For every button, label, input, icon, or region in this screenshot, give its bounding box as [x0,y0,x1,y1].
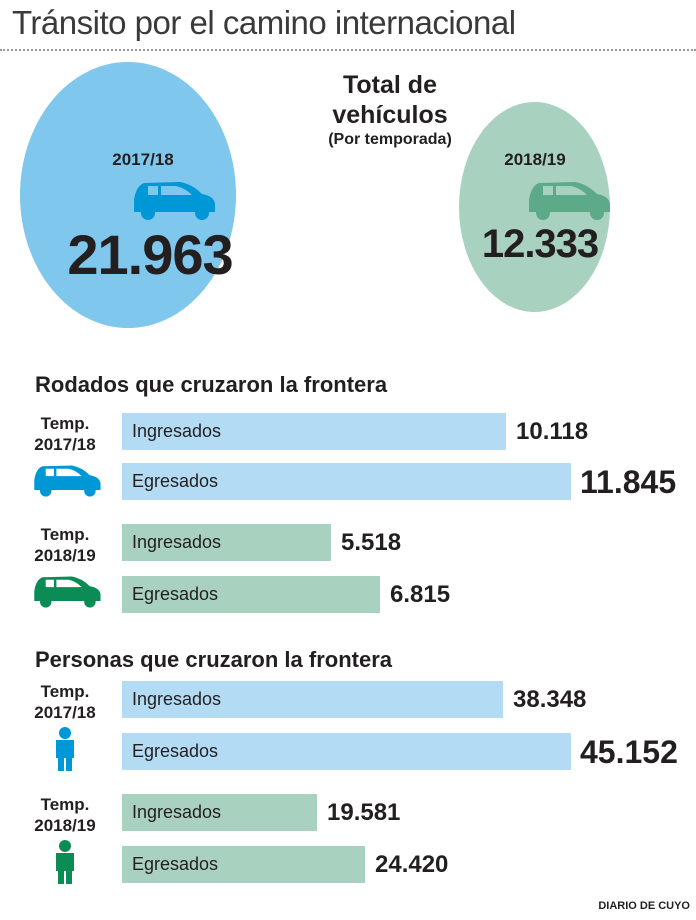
car-icon [529,182,610,220]
group-label-season: 2018/19 [34,816,96,835]
bar-value-label: 19.581 [327,799,401,826]
car-icon [31,574,103,615]
dotted-divider [0,49,696,51]
car-icon [134,182,215,220]
bar-value-label: 10.118 [516,418,589,445]
bar-category-label: Ingresados [132,532,222,552]
section-title-vehicles: Rodados que cruzaron la frontera [35,372,388,397]
bar-value-label: 45.152 [580,734,678,770]
group-label: Temp. 2018/19 [10,794,120,836]
bar: Egresados [122,846,365,883]
group-label: Temp. 2017/18 [10,413,120,455]
group-label-season: 2018/19 [34,546,96,565]
bar-category-label: Egresados [132,741,219,761]
totals-heading-main: Total de vehículos [332,71,448,129]
bar: Egresados [122,733,571,770]
totals-heading: Total de vehículos (Por temporada) [320,70,460,150]
bar: Egresados [122,463,571,500]
person-icon [54,840,76,889]
bar: Ingresados [122,524,331,561]
bar: Egresados [122,576,380,613]
bar-category-label: Egresados [132,471,219,491]
bar: Ingresados [122,681,503,718]
total-value-2018: 12.333 [481,222,599,266]
section-title-people: Personas que cruzaron la frontera [35,647,392,672]
season-label-2017: 2017/18 [112,150,174,169]
group-label: Temp. 2017/18 [10,681,120,723]
bar-value-label: 11.845 [580,464,677,500]
bar-category-label: Egresados [132,854,219,874]
group-label-temp: Temp. [40,795,90,814]
season-label-2018: 2018/19 [504,150,566,169]
car-icon [31,463,103,504]
bar-value-label: 5.518 [341,529,402,556]
page-title: Tránsito por el camino internacional [12,4,516,41]
group-label-temp: Temp. [40,525,90,544]
credit: DIARIO DE CUYO [598,900,690,912]
bar-category-label: Ingresados [132,689,222,709]
bar: Ingresados [122,794,317,831]
total-value-2017: 21.963 [67,223,233,286]
person-icon [54,727,76,776]
group-label-season: 2017/18 [34,703,96,722]
group-label-temp: Temp. [40,414,90,433]
totals-heading-sub: (Por temporada) [328,131,452,148]
group-label-season: 2017/18 [34,435,96,454]
bar-value-label: 24.420 [375,851,449,878]
bar: Ingresados [122,413,506,450]
group-label-temp: Temp. [40,682,90,701]
bar-category-label: Ingresados [132,802,222,822]
bar-category-label: Ingresados [132,421,222,441]
bar-category-label: Egresados [132,584,219,604]
bar-value-label: 38.348 [513,686,587,713]
group-label: Temp. 2018/19 [10,524,120,566]
bar-value-label: 6.815 [390,581,451,608]
